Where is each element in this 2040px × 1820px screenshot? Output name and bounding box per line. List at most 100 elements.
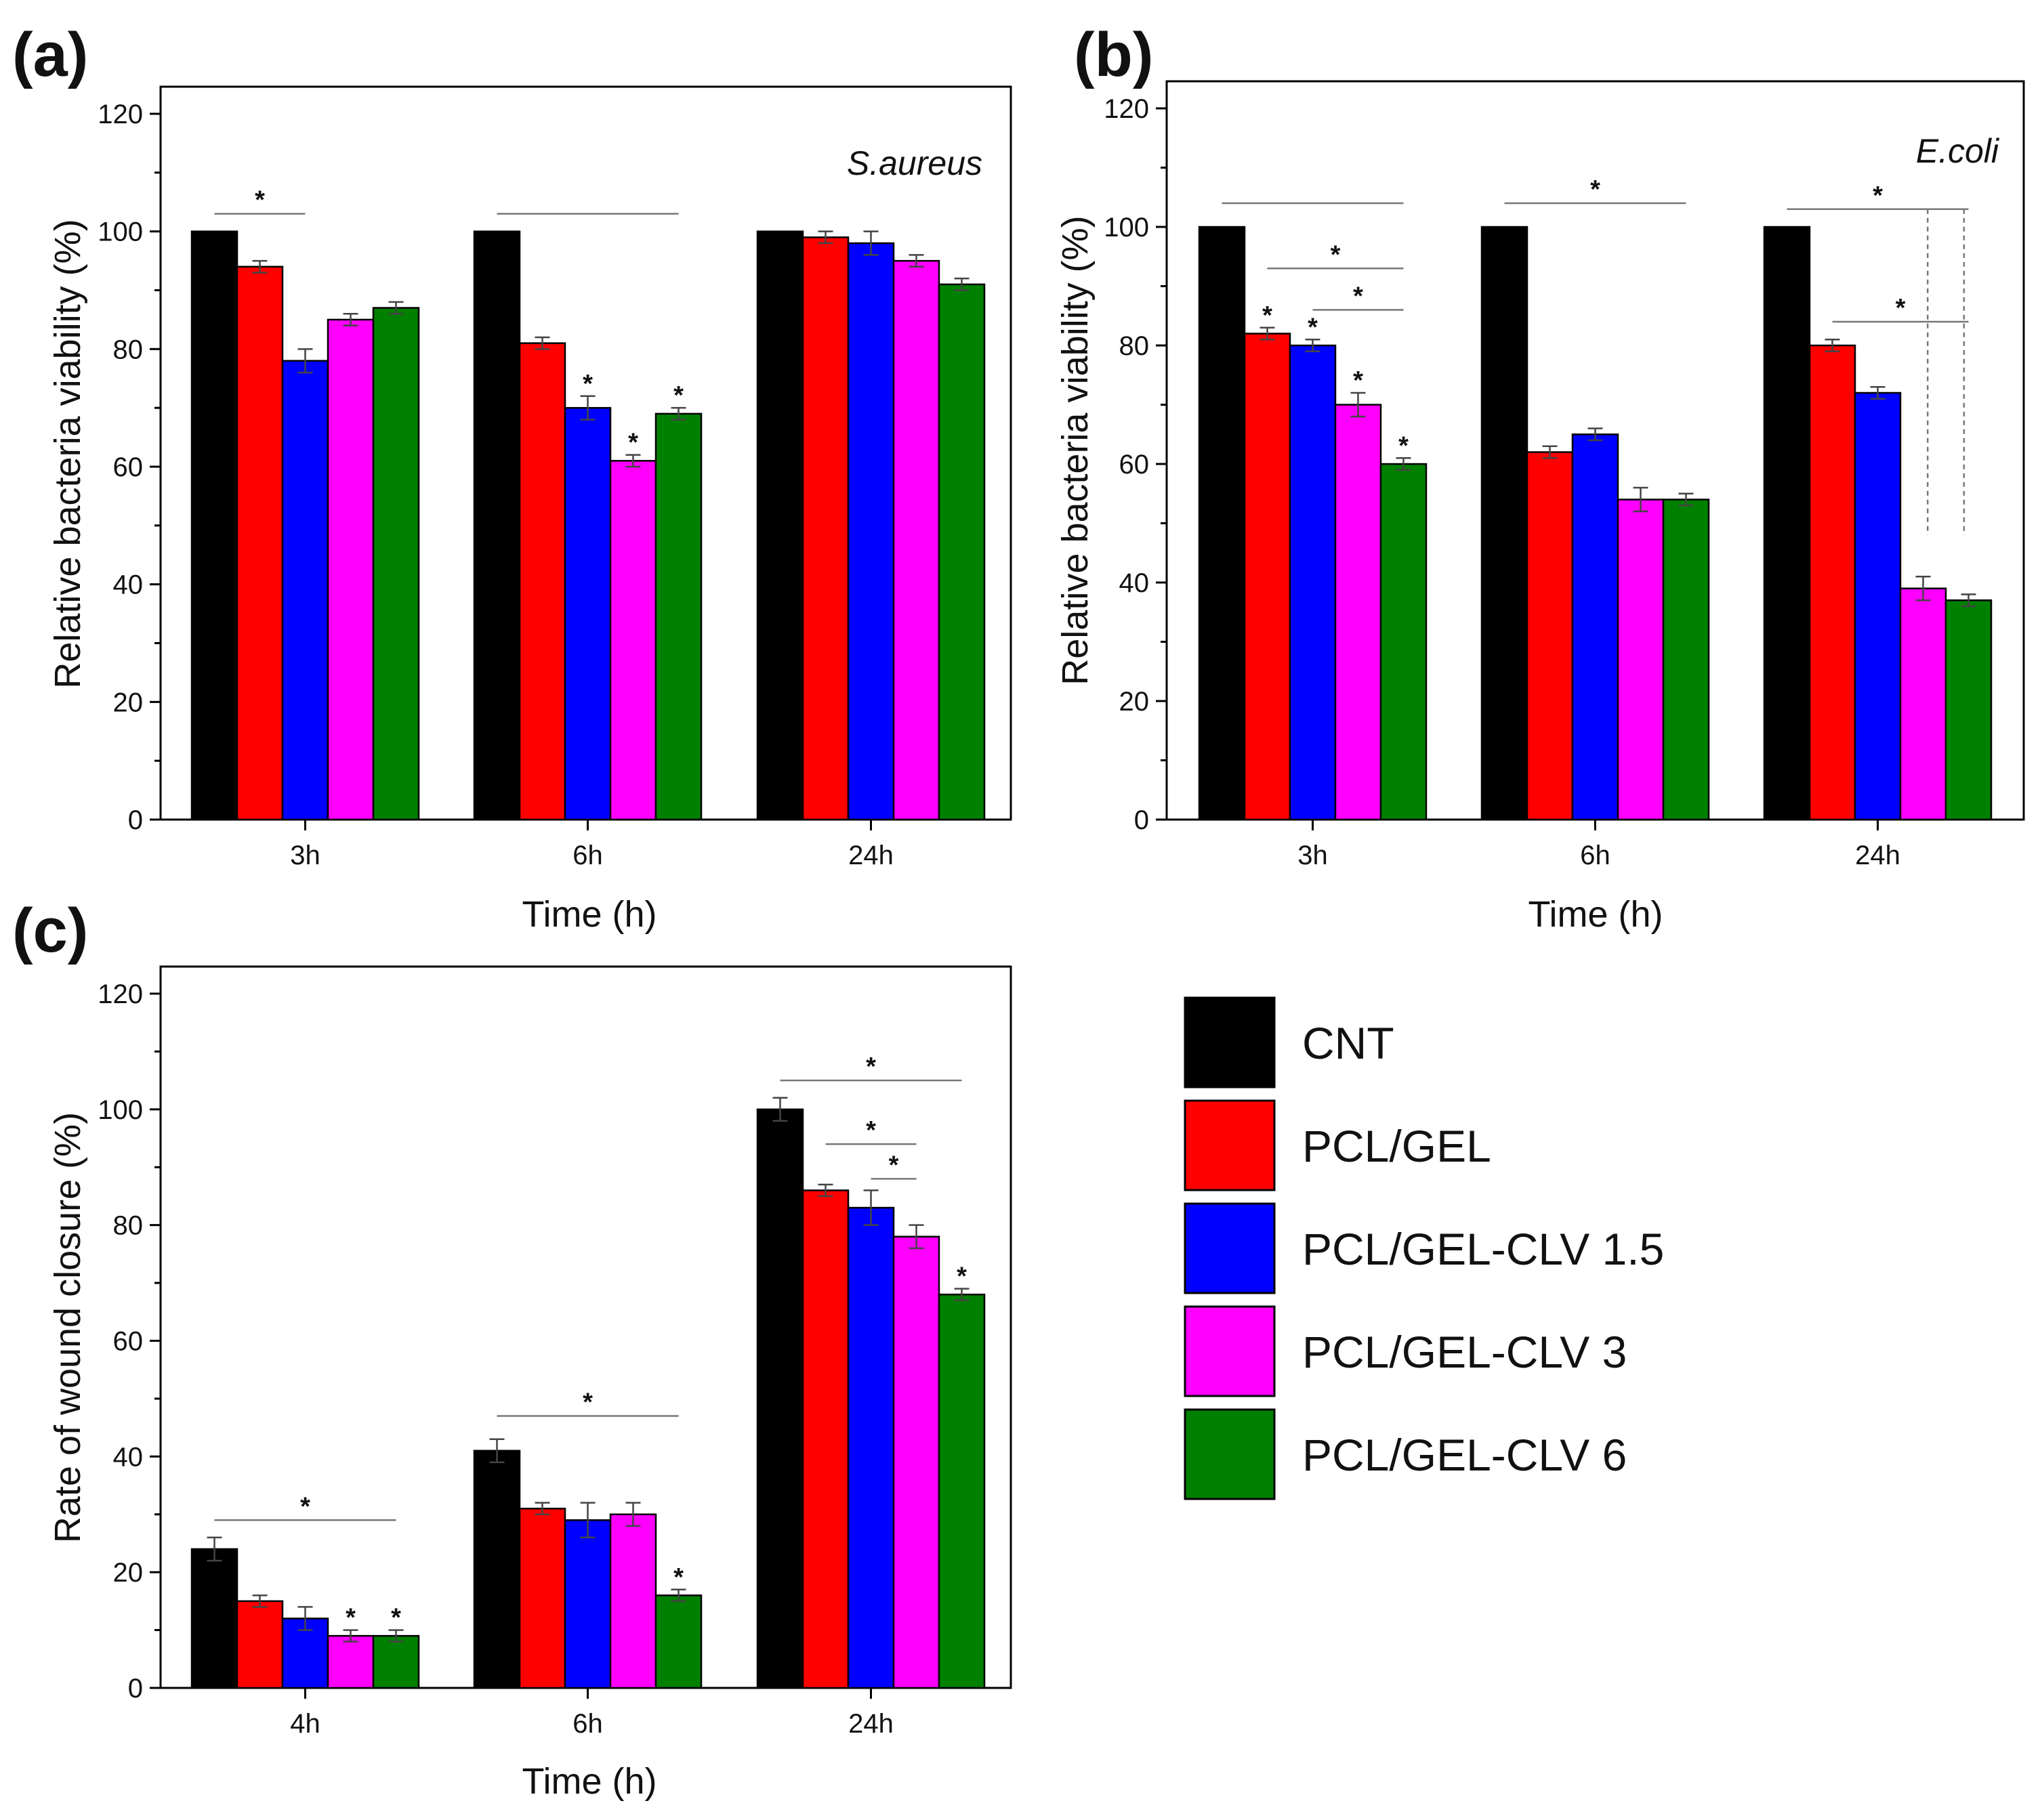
error-bar — [818, 230, 833, 245]
error-bar — [909, 254, 924, 268]
error-bar — [1915, 576, 1931, 601]
panel-c-bars — [190, 1097, 986, 1689]
y-tick-label: 80 — [1119, 331, 1150, 361]
legend-swatch — [1184, 1408, 1276, 1500]
significance-star: * — [628, 429, 638, 457]
significance-star: * — [1353, 366, 1363, 395]
bar-pcl-gel-clv-1-5-3h — [281, 360, 329, 821]
x-tick-label: 6h — [1580, 841, 1610, 870]
y-tick-label: 0 — [1134, 805, 1149, 835]
bar-pcl-gel-clv-6-3h — [1379, 463, 1428, 821]
panel-c-y-ticks: 0 20 40 60 80 100 120 — [98, 979, 161, 1703]
legend-swatch — [1184, 1305, 1276, 1397]
significance-star: * — [957, 1263, 967, 1291]
x-tick-label: 24h — [848, 1709, 894, 1739]
panel-b-bars — [1198, 226, 1993, 821]
bracket-star: * — [889, 1151, 899, 1179]
bracket-star: * — [1896, 294, 1906, 322]
x-tick-label: 3h — [1297, 841, 1328, 870]
y-tick-label: 40 — [113, 1442, 144, 1472]
legend-label: PCL/GEL-CLV 6 — [1302, 1430, 1627, 1480]
bar-pcl-gel-clv-3-24h — [892, 1235, 940, 1689]
significance-star: * — [346, 1604, 356, 1632]
bar-pcl-gel-24h — [802, 236, 850, 821]
bar-pcl-gel-clv-3-6h — [609, 460, 657, 821]
bar-cnt-24h — [756, 230, 804, 821]
bar-pcl-gel-clv-6-3h — [372, 307, 420, 821]
bracket-star: * — [1331, 240, 1341, 269]
bracket-star: * — [300, 1492, 310, 1521]
bar-pcl-gel-clv-3-4h — [327, 1634, 375, 1689]
bar-pcl-gel-clv-1-5-6h — [564, 406, 612, 821]
y-tick-label: 40 — [113, 570, 144, 600]
error-bar — [1961, 593, 1976, 608]
error-bar — [1542, 445, 1558, 459]
panel-a-x-ticks: 3h 6h 24h — [290, 820, 894, 870]
bar-pcl-gel-clv-6-6h — [654, 1594, 703, 1689]
panel-c-significance: * * * * * * * * * — [214, 1053, 967, 1632]
y-tick-label: 40 — [1119, 568, 1150, 598]
panel-a-x-axis-title: Time (h) — [522, 894, 657, 935]
panel-a-bars — [190, 230, 986, 821]
error-bar — [297, 1606, 313, 1631]
bar-pcl-gel-clv-6-24h — [938, 283, 986, 821]
bracket-star: * — [1590, 175, 1600, 204]
bar-pcl-gel-clv-1-5-24h — [1854, 391, 1902, 821]
y-tick-label: 120 — [1104, 94, 1149, 124]
y-tick-label: 20 — [113, 1558, 144, 1588]
error-bar — [1870, 386, 1886, 400]
error-bar — [535, 336, 550, 350]
error-bar — [1396, 457, 1411, 471]
bar-pcl-gel-24h — [1808, 344, 1856, 821]
panel-a-y-ticks: 0 20 40 60 80 100 120 — [98, 100, 161, 835]
bar-cnt-3h — [190, 230, 238, 821]
legend-label: PCL/GEL-CLV 3 — [1302, 1327, 1627, 1377]
error-bar — [388, 301, 404, 315]
bar-cnt-24h — [756, 1108, 804, 1689]
panel-a-significance: * * * * — [214, 186, 684, 457]
bar-pcl-gel-4h — [236, 1600, 284, 1689]
significance-star: * — [583, 370, 593, 398]
bar-pcl-gel-clv-6-6h — [1662, 499, 1710, 821]
y-tick-label: 80 — [113, 335, 144, 364]
y-tick-label: 120 — [98, 979, 143, 1009]
bar-pcl-gel-clv-3-6h — [609, 1513, 657, 1689]
error-bar — [252, 259, 268, 274]
error-bar — [1260, 326, 1275, 341]
panel-b-y-axis-title: Relative bacteria viability (%) — [1055, 215, 1096, 685]
panel-a: (a) S.aureus Time (h) Relative bacteria … — [12, 20, 1012, 935]
error-bar — [489, 1438, 505, 1464]
panel-a-organism-label: S.aureus — [847, 144, 982, 182]
error-bar — [863, 230, 879, 256]
bar-pcl-gel-clv-3-3h — [327, 318, 375, 821]
significance-star: * — [391, 1604, 401, 1632]
y-tick-label: 0 — [128, 1674, 143, 1703]
bar-pcl-gel-clv-1-5-6h — [564, 1519, 612, 1689]
bar-pcl-gel-6h — [518, 342, 566, 821]
panel-c-y-axis-title: Rate of wound closure (%) — [47, 1112, 88, 1543]
panel-b-significance: * * * * * * * * * — [1222, 175, 1969, 535]
bar-pcl-gel-clv-1-5-24h — [847, 242, 895, 821]
error-bar — [818, 1183, 833, 1198]
significance-star: * — [1262, 301, 1272, 330]
x-tick-label: 3h — [290, 841, 320, 870]
y-tick-label: 0 — [128, 805, 143, 835]
panel-a-label: (a) — [12, 20, 88, 89]
significance-star: * — [1398, 431, 1409, 460]
bar-pcl-gel-3h — [236, 266, 284, 821]
error-bar — [535, 1502, 550, 1515]
y-tick-label: 20 — [1119, 687, 1150, 717]
bar-cnt-24h — [1763, 226, 1811, 821]
error-bar — [954, 277, 970, 291]
error-bar — [1825, 339, 1840, 352]
error-bar — [1633, 486, 1648, 513]
bar-pcl-gel-clv-6-24h — [1944, 599, 1993, 821]
legend-swatch — [1184, 1099, 1276, 1191]
error-bar — [343, 312, 358, 326]
bar-cnt-6h — [473, 230, 521, 821]
error-bar — [625, 454, 641, 468]
bar-pcl-gel-6h — [1526, 451, 1574, 821]
error-bar — [580, 1502, 596, 1539]
panel-c: (c) Time (h) Rate of wound closure (%) 0… — [12, 896, 1012, 1802]
